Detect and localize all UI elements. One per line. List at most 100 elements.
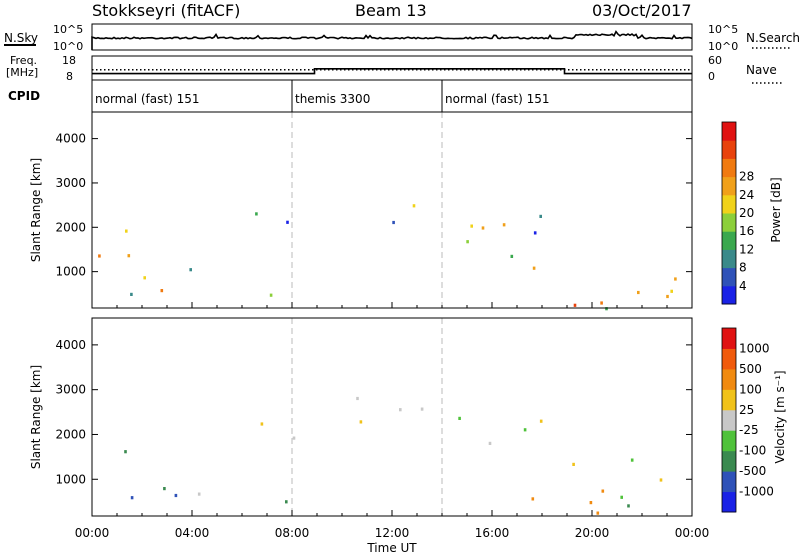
nave-trace	[92, 68, 692, 75]
power-panel: Slant Range [km] 1000 2000 3000 4000 4 8 12 16…	[29, 111, 783, 311]
power-colorbar-label: Power [dB]	[769, 177, 783, 242]
velocity-panel: Slant Range [km] 1000 2000 3000 4000 1000 50…	[29, 317, 787, 554]
colorbar-level-label: 12	[739, 242, 754, 256]
echo-cell	[174, 493, 178, 498]
echo-cell	[160, 289, 164, 293]
echo-cell	[143, 276, 146, 280]
colorbar-level-label: 100	[739, 382, 762, 396]
x-tick-label: 16:00	[475, 526, 510, 540]
noise-panel: N.Sky 10^5 10^0 10^5 10^0 N.Search	[4, 23, 800, 53]
y-tick-label: 2000	[55, 220, 86, 234]
echo-cell	[620, 495, 623, 499]
echo-cell	[127, 254, 131, 258]
echo-cell	[356, 396, 359, 401]
x-axis-label: Time UT	[366, 541, 417, 554]
colorbar-frame	[721, 121, 737, 305]
noise-sky-trace	[91, 30, 693, 50]
cpid-segment-label-0: normal (fast) 151	[95, 92, 199, 106]
nave-tick-bottom: 0	[708, 70, 715, 83]
echo-cell	[130, 292, 133, 296]
cpid-segment-label-1: themis 3300	[295, 92, 370, 106]
echo-cell	[359, 420, 363, 424]
echo-cell	[666, 294, 669, 299]
colorbar-swatch	[722, 140, 736, 159]
x-tick-label: 00:00	[75, 526, 110, 540]
echo-cell	[601, 489, 605, 493]
noise-left-tick-top: 10^5	[53, 23, 83, 36]
echo-cell	[260, 422, 264, 426]
echo-cell	[420, 407, 424, 411]
echo-cell	[189, 268, 192, 272]
colorbar-swatch	[722, 409, 736, 431]
x-tick-label: 20:00	[575, 526, 610, 540]
echo-cell	[531, 497, 535, 501]
echo-cell	[539, 419, 543, 423]
colorbar-swatch	[722, 285, 736, 305]
colorbar-swatch	[722, 389, 736, 411]
colorbar-swatch	[722, 231, 736, 250]
echo-cell	[488, 441, 492, 445]
power-ylabel: Slant Range [km]	[29, 158, 43, 262]
noise-left-label: N.Sky	[4, 31, 38, 45]
colorbar-frame	[721, 327, 737, 513]
colorbar-swatch	[722, 430, 736, 452]
echo-cell	[674, 277, 677, 281]
cpid-segment-label-2: normal (fast) 151	[445, 92, 549, 106]
echo-cell	[458, 416, 461, 420]
y-tick-label: 1000	[55, 265, 86, 279]
velocity-colorbar-label: Velocity [m s⁻¹]	[773, 370, 787, 463]
y-tick-label: 3000	[55, 176, 86, 190]
echo-cell	[523, 428, 527, 432]
colorbar-swatch	[722, 491, 736, 513]
echo-cell	[466, 240, 469, 244]
colorbar-level-label: -25	[739, 423, 759, 437]
date-label: 03/Oct/2017	[592, 1, 692, 20]
colorbar-level-label: 20	[739, 206, 754, 220]
echo-cell	[124, 450, 127, 454]
y-tick-label: 4000	[55, 132, 86, 146]
colorbar-level-label: -1000	[739, 485, 774, 499]
echo-cell	[670, 289, 673, 293]
echo-cell	[659, 478, 663, 482]
echo-cell	[269, 293, 273, 297]
velocity-echo-cells	[124, 396, 663, 515]
echo-cell	[125, 229, 128, 233]
y-tick-label: 1000	[55, 472, 86, 486]
echo-cell	[572, 462, 575, 466]
colorbar-level-label: 25	[739, 403, 754, 417]
colorbar-level-label: 16	[739, 224, 754, 238]
echo-cell	[600, 301, 603, 305]
echo-cell	[532, 266, 536, 270]
echo-cell	[630, 458, 634, 462]
colorbar-level-label: 1000	[739, 341, 770, 355]
colorbar-level-label: -500	[739, 464, 766, 478]
colorbar-level-label: 28	[739, 170, 754, 184]
echo-cell	[197, 492, 201, 496]
echo-cell	[589, 501, 593, 505]
colorbar-level-label: 24	[739, 188, 754, 202]
freq-panel: Freq. [MHz] 18 8 60 0 Nave	[6, 54, 782, 84]
colorbar-level-label: -100	[739, 444, 766, 458]
echo-cell	[286, 220, 289, 224]
x-tick-label: 08:00	[275, 526, 310, 540]
echo-cell	[481, 226, 485, 230]
colorbar-swatch	[722, 368, 736, 390]
colorbar-level-label: 500	[739, 362, 762, 376]
noise-left-tick-bottom: 10^0	[53, 40, 83, 53]
colorbar-swatch	[722, 122, 736, 141]
echo-cell	[573, 303, 577, 307]
y-tick-label: 4000	[55, 338, 86, 352]
colorbar-swatch	[722, 471, 736, 493]
echo-cell	[255, 212, 258, 216]
y-tick-label: 3000	[55, 383, 86, 397]
colorbar-swatch	[722, 450, 736, 472]
echo-cell	[163, 487, 166, 491]
echo-cell	[596, 511, 600, 515]
colorbar-swatch	[722, 249, 736, 269]
beam-label: Beam 13	[355, 1, 427, 20]
power-echo-cells	[98, 204, 677, 311]
y-tick-label: 2000	[55, 427, 86, 441]
echo-cell	[470, 224, 473, 228]
echo-cell	[285, 500, 288, 504]
x-tick-label: 12:00	[375, 526, 410, 540]
